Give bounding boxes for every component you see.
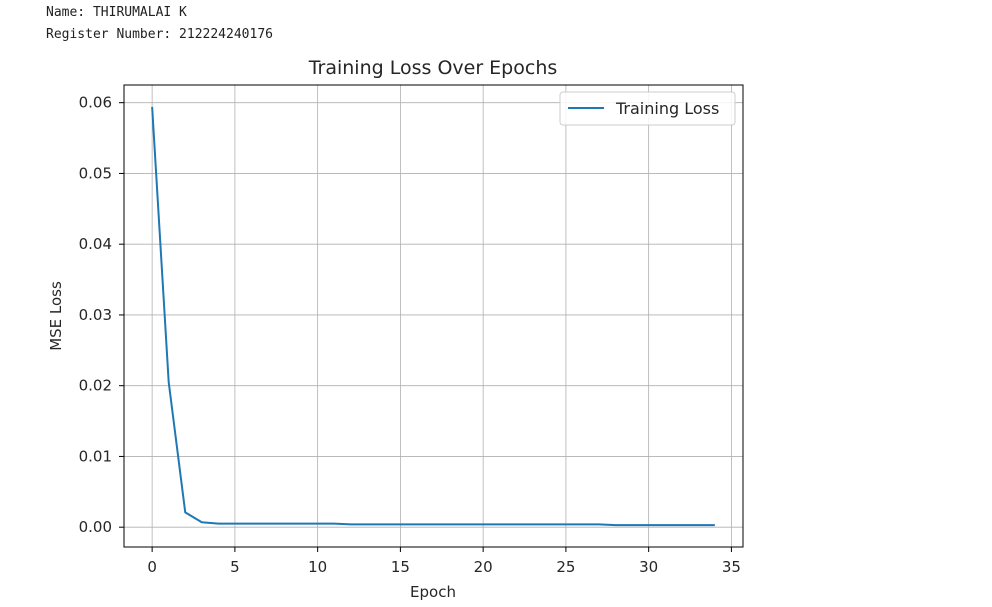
y-tick-label: 0.00 (79, 518, 112, 536)
x-tick-label: 25 (556, 558, 575, 576)
x-tick-label: 5 (230, 558, 240, 576)
y-tick-label: 0.04 (79, 235, 112, 253)
x-tick-label: 20 (474, 558, 493, 576)
tick-layer: 0 5 10 15 20 25 30 35 0.00 0.01 0.02 0.03 0.04 0.05 0.… (79, 94, 741, 576)
series-layer (151, 106, 715, 527)
y-tick-label: 0.05 (79, 164, 112, 182)
x-tick-label: 10 (308, 558, 327, 576)
legend-label-training-loss: Training Loss (615, 99, 719, 118)
y-tick-label: 0.03 (79, 306, 112, 324)
register-number-output-line: Register Number: 212224240176 (46, 27, 273, 42)
name-output-line: Name: THIRUMALAI K (46, 5, 187, 20)
axes-frame (123, 84, 744, 548)
x-tick-label: 0 (147, 558, 157, 576)
legend-box (559, 91, 736, 126)
x-tick-label: 15 (391, 558, 410, 576)
series-line-training-loss (151, 106, 715, 527)
y-tick-label: 0.01 (79, 447, 112, 465)
y-tick-label: 0.06 (79, 94, 112, 112)
y-tick-label: 0.02 (79, 377, 112, 395)
chart-title: Training Loss Over Epochs (308, 57, 558, 79)
legend: Training Loss (559, 91, 736, 126)
x-tick-label: 30 (639, 558, 658, 576)
x-axis-label: Epoch (410, 583, 456, 601)
x-tick-label: 35 (722, 558, 741, 576)
grid-layer (124, 85, 743, 547)
y-axis-label: MSE Loss (47, 281, 65, 351)
